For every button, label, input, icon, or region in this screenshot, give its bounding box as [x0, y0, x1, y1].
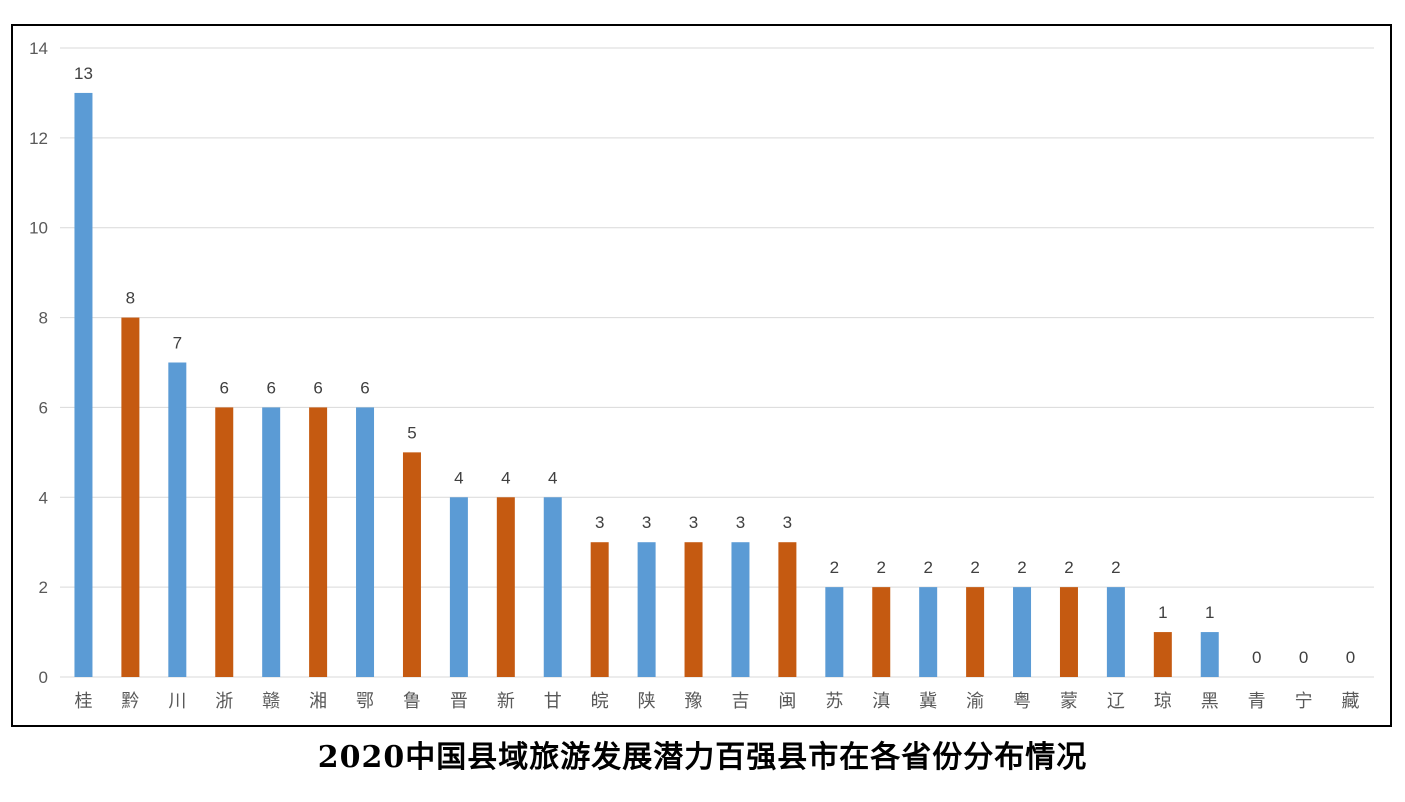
bar	[778, 542, 797, 677]
data-label: 4	[454, 468, 463, 487]
data-label: 5	[407, 423, 416, 442]
data-label: 4	[548, 468, 557, 487]
bar	[74, 92, 93, 677]
x-tick-label: 滇	[872, 691, 890, 712]
y-tick-label: 4	[39, 488, 48, 507]
bar	[262, 407, 281, 677]
data-label: 2	[877, 558, 886, 577]
x-tick-label: 浙	[215, 691, 233, 712]
data-label: 2	[923, 558, 932, 577]
x-tick-label: 鲁	[403, 691, 421, 712]
data-label: 2	[830, 558, 839, 577]
data-label: 3	[783, 513, 792, 532]
bar	[356, 407, 375, 677]
bar	[168, 362, 187, 677]
data-label: 3	[689, 513, 698, 532]
x-tick-label: 鄂	[356, 691, 374, 712]
data-label: 6	[266, 378, 275, 397]
x-tick-label: 吉	[731, 691, 749, 712]
y-tick-label: 14	[29, 39, 48, 58]
bar	[590, 542, 609, 677]
x-tick-label: 渝	[966, 691, 984, 712]
bar	[1200, 632, 1219, 677]
y-tick-label: 8	[39, 309, 48, 328]
x-tick-label: 豫	[685, 691, 703, 712]
x-tick-label: 赣	[262, 691, 280, 712]
gridlines	[60, 47, 1374, 678]
data-label: 2	[1064, 558, 1073, 577]
y-tick-label: 6	[39, 398, 48, 417]
y-tick-label: 2	[39, 578, 48, 597]
bars	[74, 92, 1219, 677]
bar	[731, 542, 750, 677]
data-label: 1	[1158, 603, 1167, 622]
bar	[1059, 587, 1078, 677]
bar	[121, 317, 140, 677]
data-label: 2	[970, 558, 979, 577]
data-label: 0	[1252, 648, 1261, 667]
bar	[966, 587, 985, 677]
x-tick-label: 黑	[1201, 691, 1219, 712]
data-label: 0	[1299, 648, 1308, 667]
data-label: 6	[220, 378, 229, 397]
x-tick-label: 宁	[1295, 691, 1313, 712]
chart-title: 2020中国县域旅游发展潜力百强县市在各省份分布情况	[317, 740, 1088, 775]
x-tick-label: 皖	[591, 691, 609, 712]
bar	[449, 497, 468, 677]
x-tick-label: 青	[1248, 691, 1266, 712]
y-tick-label: 0	[39, 668, 48, 687]
bar	[1153, 632, 1172, 677]
y-tick-label: 12	[29, 129, 48, 148]
bar	[1106, 587, 1125, 677]
bar	[825, 587, 844, 677]
bar	[684, 542, 703, 677]
data-label: 3	[736, 513, 745, 532]
data-label: 3	[642, 513, 651, 532]
x-tick-label: 陕	[638, 691, 656, 712]
x-tick-label: 冀	[919, 691, 937, 712]
bar	[637, 542, 656, 677]
x-axis-tick-labels: 桂黔川浙赣湘鄂鲁晋新甘皖陕豫吉闽苏滇冀渝粤蒙辽琼黑青宁藏	[74, 691, 1359, 712]
bar	[309, 407, 328, 677]
x-tick-label: 藏	[1342, 691, 1360, 712]
x-tick-label: 新	[497, 691, 515, 712]
x-tick-label: 川	[168, 691, 186, 712]
data-label: 8	[126, 289, 135, 308]
y-axis-tick-labels: 0 2 4 6 8 10 12 14	[29, 39, 48, 687]
x-tick-label: 琼	[1154, 691, 1172, 712]
x-tick-label: 苏	[825, 691, 843, 712]
x-tick-label: 湘	[309, 691, 327, 712]
x-tick-label: 蒙	[1060, 691, 1078, 712]
bar	[402, 452, 421, 677]
data-label: 13	[74, 64, 93, 83]
y-tick-label: 10	[29, 219, 48, 238]
x-tick-label: 闽	[778, 691, 796, 712]
x-tick-label: 辽	[1107, 691, 1125, 712]
x-tick-label: 晋	[450, 691, 468, 712]
data-label: 0	[1346, 648, 1355, 667]
data-label: 6	[313, 378, 322, 397]
bar	[543, 497, 562, 677]
data-label: 6	[360, 378, 369, 397]
bar	[872, 587, 891, 677]
x-tick-label: 甘	[544, 691, 562, 712]
x-tick-label: 粤	[1013, 691, 1031, 712]
data-label: 7	[173, 334, 182, 353]
data-label: 2	[1017, 558, 1026, 577]
x-tick-label: 桂	[74, 691, 92, 712]
bar	[1013, 587, 1032, 677]
bar	[496, 497, 515, 677]
data-label: 4	[501, 468, 510, 487]
data-label: 3	[595, 513, 604, 532]
data-label: 1	[1205, 603, 1214, 622]
bar	[919, 587, 938, 677]
bar	[215, 407, 234, 677]
data-labels: 13 8 7 6 6 6 6 5 4 4 4 3 3 3 3 3 2 2 2 2 2 2 2 1 1 0 0 0	[74, 64, 1355, 667]
x-tick-label: 黔	[121, 691, 139, 712]
data-label: 2	[1111, 558, 1120, 577]
